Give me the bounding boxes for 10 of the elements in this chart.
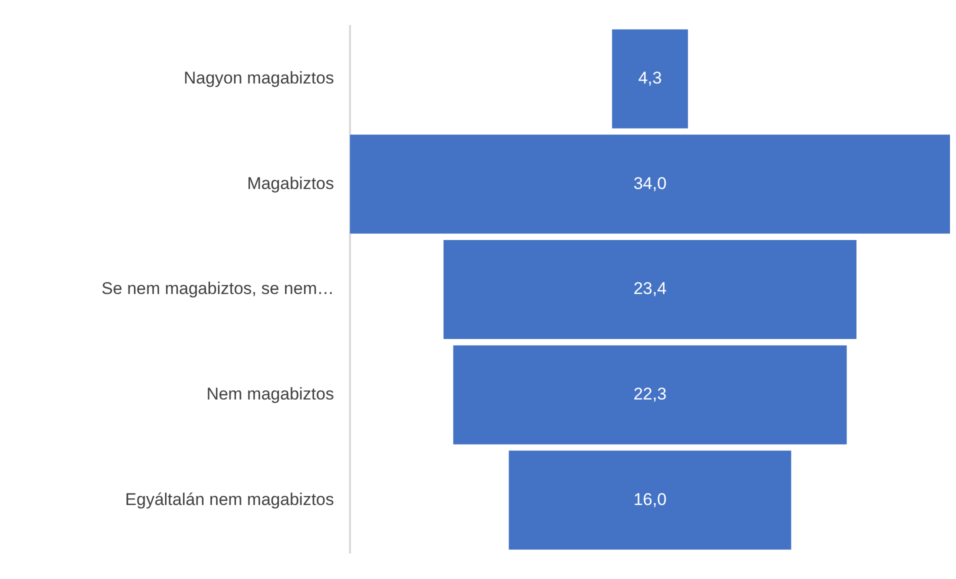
category-label: Nagyon magabiztos <box>184 68 334 88</box>
category-label: Nem magabiztos <box>206 384 334 404</box>
category-label: Se nem magabiztos, se nem… <box>102 279 334 298</box>
category-label: Egyáltalán nem magabiztos <box>125 490 334 509</box>
data-label: 4,3 <box>638 68 662 88</box>
data-label: 22,3 <box>633 384 667 404</box>
data-label: 34,0 <box>633 174 667 193</box>
category-label: Magabiztos <box>247 174 334 193</box>
data-label: 23,4 <box>633 279 667 298</box>
data-label: 16,0 <box>633 490 667 509</box>
